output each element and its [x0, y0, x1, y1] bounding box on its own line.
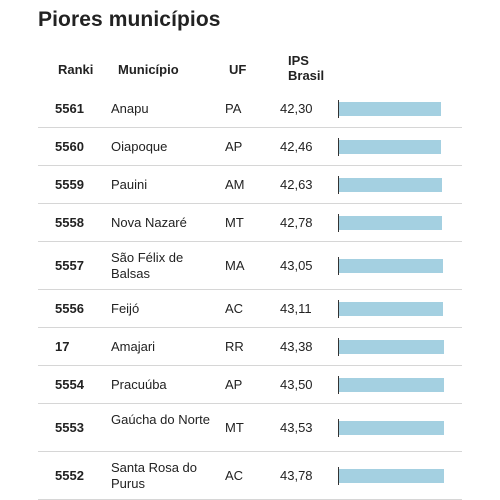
page-title: Piores municípios — [38, 8, 221, 31]
rank-cell: 5554 — [55, 377, 84, 392]
ips-cell: 43,50 — [280, 377, 313, 392]
column-header-rank: Ranki — [58, 62, 94, 77]
rank-cell: 5559 — [55, 177, 84, 192]
ips-cell: 43,53 — [280, 420, 313, 435]
municipio-cell: São Félix de Balsas — [111, 250, 184, 281]
ips-bar — [339, 178, 442, 192]
rank-cell: 5552 — [55, 468, 84, 483]
rank-cell: 5557 — [55, 258, 84, 273]
ips-bar-track — [338, 338, 446, 356]
municipio-cell: Amajari — [111, 339, 156, 354]
bar-baseline — [338, 467, 339, 485]
uf-cell: AC — [225, 468, 244, 483]
column-header-municipio: Município — [118, 62, 179, 77]
uf-cell: MT — [225, 215, 244, 230]
ips-cell: 43,05 — [280, 258, 313, 273]
bar-baseline — [338, 214, 339, 232]
uf-cell: AM — [225, 177, 245, 192]
ips-bar-track — [338, 300, 446, 318]
municipio-cell: Anapu — [111, 101, 149, 116]
bar-baseline — [338, 176, 339, 194]
municipio-cell: Pracuúba — [111, 377, 167, 392]
uf-cell: MA — [225, 258, 245, 273]
column-header-uf: UF — [229, 62, 247, 77]
table-row: 5553 Gaúcha do Norte MT 43,53 — [38, 404, 462, 452]
ips-bar — [339, 216, 442, 230]
ips-bar-track — [338, 419, 446, 437]
table-row: 17 Amajari RR 43,38 — [38, 328, 462, 366]
table-row: 5560 Oiapoque AP 42,46 — [38, 128, 462, 166]
municipio-cell: Pauini — [111, 177, 148, 192]
table-row: 5556 Feijó AC 43,11 — [38, 290, 462, 328]
bar-baseline — [338, 300, 339, 318]
ips-bar-track — [338, 257, 446, 275]
ips-cell: 42,78 — [280, 215, 313, 230]
ips-bar-track — [338, 214, 446, 232]
ips-bar-track — [338, 467, 446, 485]
table-row: 5552 Santa Rosa do Purus AC 43,78 — [38, 452, 462, 500]
ips-bar — [339, 378, 444, 392]
rank-cell: 5560 — [55, 139, 84, 154]
ips-bar — [339, 302, 443, 316]
ips-bar-track — [338, 176, 446, 194]
table-row: 5557 São Félix de Balsas MA 43,05 — [38, 242, 462, 290]
rank-cell: 5558 — [55, 215, 84, 230]
ips-cell: 42,63 — [280, 177, 313, 192]
column-header-ips-line1: IPS — [288, 53, 309, 68]
ips-cell: 43,78 — [280, 468, 313, 483]
ips-bar — [339, 102, 441, 116]
ips-bar — [339, 421, 444, 435]
uf-cell: AP — [225, 377, 243, 392]
ips-cell: 42,30 — [280, 101, 313, 116]
ips-bar-track — [338, 138, 446, 156]
bar-baseline — [338, 376, 339, 394]
municipio-cell: Gaúcha do Norte — [111, 412, 211, 427]
uf-cell: RR — [225, 339, 244, 354]
bar-baseline — [338, 338, 339, 356]
ips-cell: 43,11 — [280, 301, 312, 316]
column-header-ips-line2: Brasil — [288, 68, 325, 83]
ips-bar-track — [338, 376, 446, 394]
rank-cell: 5553 — [55, 420, 84, 435]
ips-bar — [339, 469, 444, 483]
municipio-cell: Santa Rosa do Purus — [111, 460, 198, 491]
ips-bar — [339, 259, 443, 273]
table-header: Ranki Município UF IPS Brasil — [0, 52, 500, 92]
table-row: 5554 Pracuúba AP 43,50 — [38, 366, 462, 404]
uf-cell: AP — [225, 139, 243, 154]
uf-cell: MT — [225, 420, 244, 435]
uf-cell: PA — [225, 101, 242, 116]
municipio-cell: Oiapoque — [111, 139, 168, 154]
table-row: 5558 Nova Nazaré MT 42,78 — [38, 204, 462, 242]
rank-cell: 5556 — [55, 301, 84, 316]
ips-cell: 43,38 — [280, 339, 313, 354]
uf-cell: AC — [225, 301, 244, 316]
municipio-cell: Nova Nazaré — [111, 215, 187, 230]
bar-baseline — [338, 138, 339, 156]
ips-cell: 42,46 — [280, 139, 313, 154]
rank-cell: 17 — [55, 339, 70, 354]
municipio-cell: Feijó — [111, 301, 140, 316]
table-row: 5559 Pauini AM 42,63 — [38, 166, 462, 204]
table-row: 5561 Anapu PA 42,30 — [38, 90, 462, 128]
bar-baseline — [338, 100, 339, 118]
rank-cell: 5561 — [55, 101, 84, 116]
bar-baseline — [338, 257, 339, 275]
ips-bar — [339, 140, 441, 154]
ips-bar-track — [338, 100, 446, 118]
bar-baseline — [338, 419, 339, 437]
ips-bar — [339, 340, 444, 354]
